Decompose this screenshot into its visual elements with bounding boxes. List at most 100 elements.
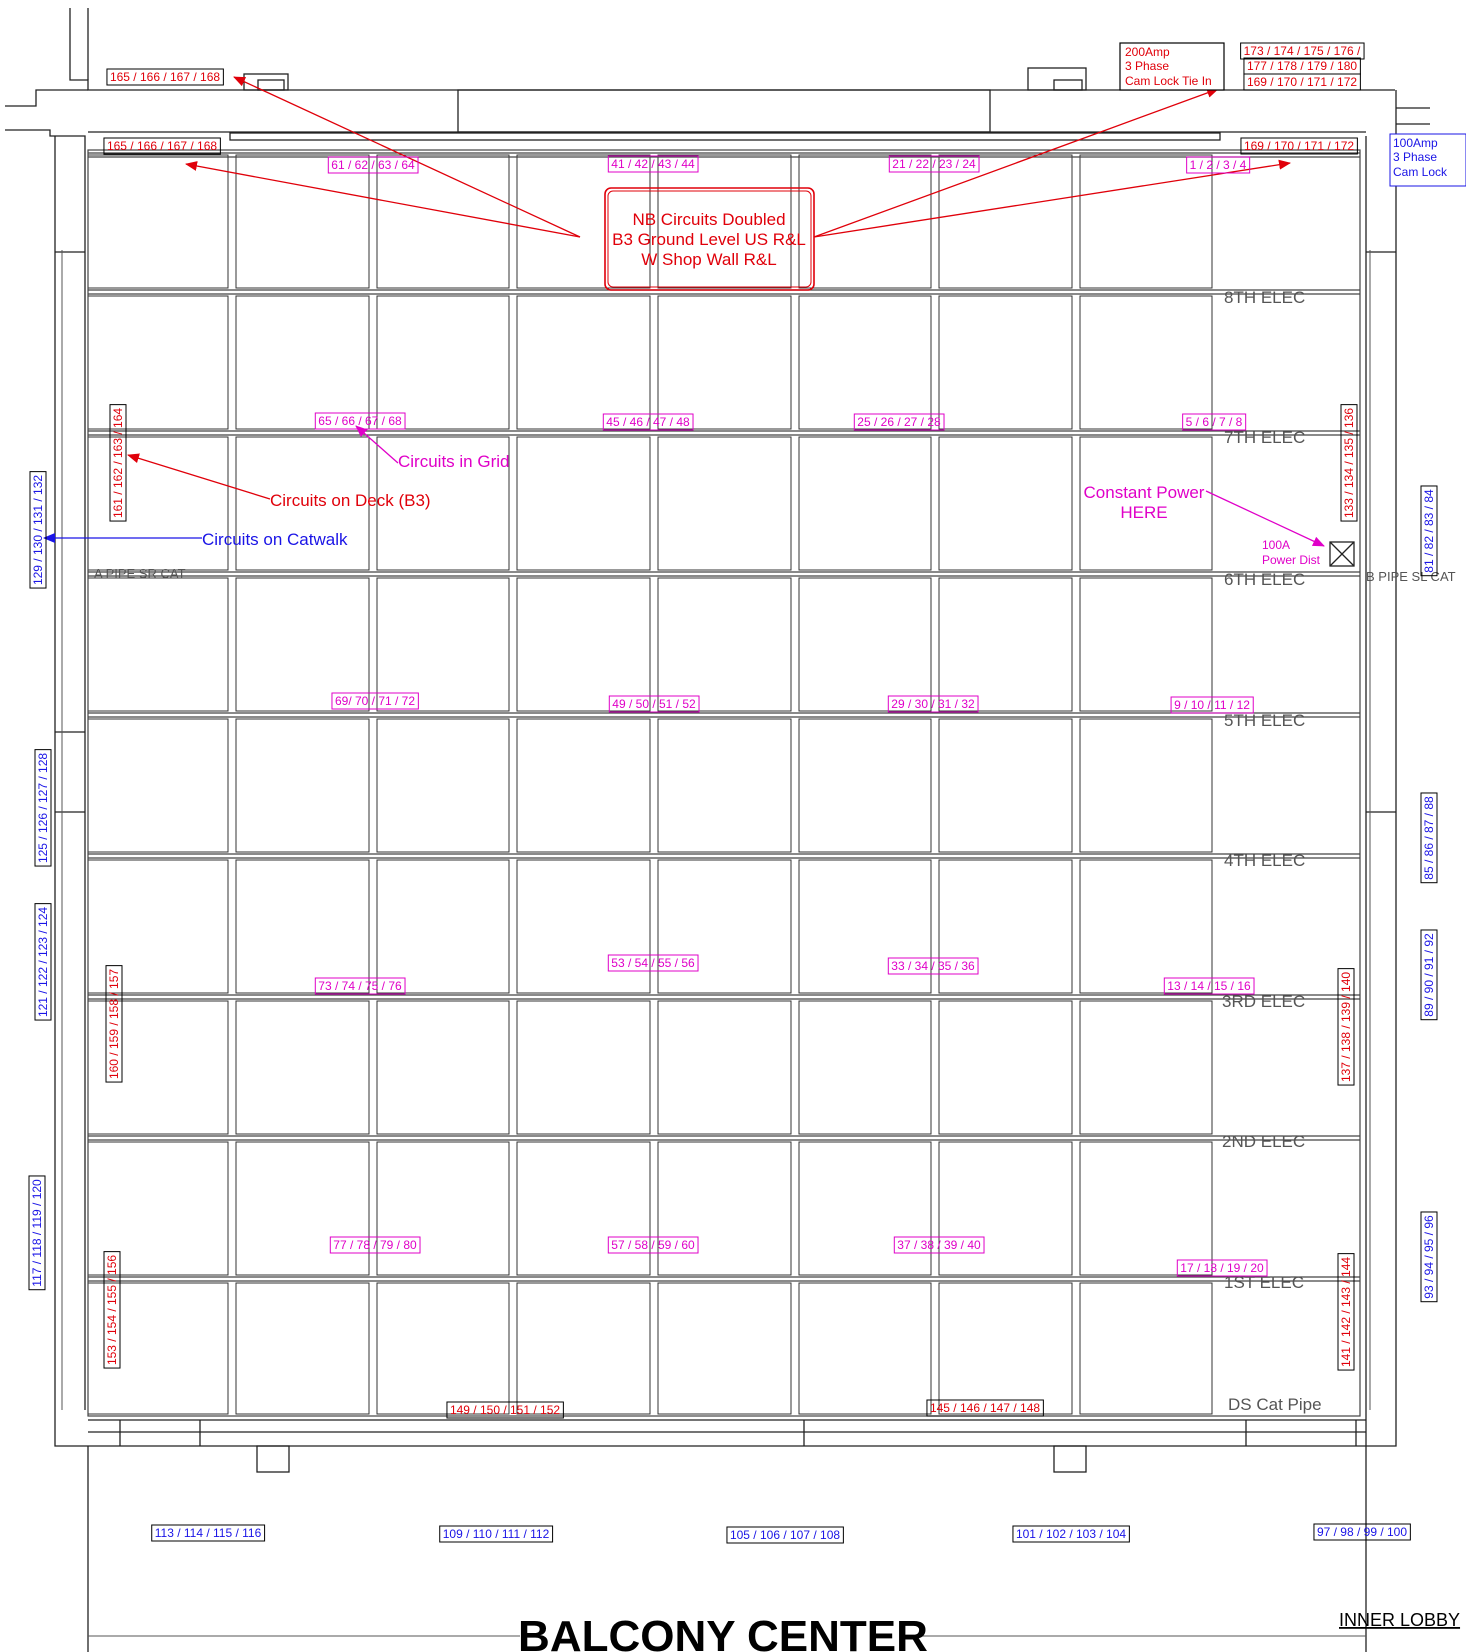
grid-cell bbox=[657, 154, 792, 289]
circuit-label-box bbox=[1420, 929, 1438, 1021]
legend-labels: Circuits in Grid Circuits on Deck (B3) C… bbox=[202, 452, 1321, 567]
grid-cell bbox=[235, 154, 370, 289]
grid-cell bbox=[235, 859, 370, 994]
circuit-label-box bbox=[103, 137, 221, 155]
deck-circuit-153-156: 153 / 154 / 155 / 156 bbox=[105, 1255, 119, 1365]
pipe-labels: 8TH ELEC 7TH ELEC 6TH ELEC 5TH ELEC 4TH … bbox=[94, 288, 1456, 1414]
grid-circuit-69-72: 69/ 70 / 71 / 72 bbox=[335, 694, 415, 708]
circuit-label-box bbox=[151, 1524, 266, 1542]
grid-circuit-17-20: 17 / 18 / 19 / 20 bbox=[1180, 1261, 1264, 1275]
grid-cell bbox=[657, 295, 792, 430]
catwalk-circuit-117-120: 117 / 118 / 119 / 120 bbox=[30, 1179, 44, 1287]
grid-cell bbox=[376, 436, 510, 571]
circuit-label-box bbox=[105, 965, 123, 1083]
grid-cell bbox=[938, 577, 1073, 712]
deck-circuit-145-148: 145 / 146 / 147 / 148 bbox=[930, 1401, 1040, 1415]
circuit-label-box bbox=[1243, 73, 1361, 91]
circuit-label-box bbox=[29, 471, 47, 589]
circuit-label-box bbox=[1163, 977, 1255, 995]
grid-cell bbox=[938, 295, 1073, 430]
circuit-label-box bbox=[1182, 413, 1247, 431]
grid-cell bbox=[1079, 154, 1213, 289]
pipe-label-8th-elec: 8TH ELEC bbox=[1224, 288, 1305, 307]
power-box-200-line-2: 3 Phase bbox=[1125, 59, 1169, 73]
grid-circuit-5-8: 5 / 6 / 7 / 8 bbox=[1186, 415, 1243, 429]
pipe-label-7th-elec: 7TH ELEC bbox=[1224, 428, 1305, 447]
grid-circuit-73-76: 73 / 74 / 75 / 76 bbox=[318, 979, 402, 993]
grid-circuit-29-32: 29 / 30 / 31 / 32 bbox=[891, 697, 975, 711]
grid-frame bbox=[87, 149, 1361, 1417]
grid-circuit-49-52: 49 / 50 / 51 / 52 bbox=[612, 697, 696, 711]
circuit-label-box bbox=[887, 957, 979, 975]
grid-cell bbox=[235, 295, 370, 430]
grid-cell bbox=[1079, 859, 1213, 994]
grid-circuit-77-80: 77 / 78 / 79 / 80 bbox=[333, 1238, 417, 1252]
grid-cell bbox=[1079, 1000, 1213, 1135]
grid-circuit-1-4: 1 / 2 / 3 / 4 bbox=[1190, 158, 1247, 172]
circuit-label-box bbox=[446, 1401, 564, 1419]
grid-cell bbox=[516, 1141, 651, 1276]
power-box-200-line-3: Cam Lock Tie In bbox=[1125, 74, 1212, 88]
catwalk-circuit-93-96: 93 / 94 / 95 / 96 bbox=[1422, 1215, 1436, 1299]
legend-circuits-on-catwalk: Circuits on Catwalk bbox=[202, 530, 348, 549]
grid-cell bbox=[938, 1282, 1073, 1415]
power-dist-box bbox=[1329, 541, 1355, 567]
circuit-label-box bbox=[327, 156, 419, 174]
grid-cell bbox=[1079, 436, 1213, 571]
catwalk-circuit-97-100: 97 / 98 / 99 / 100 bbox=[1317, 1525, 1407, 1539]
deck-circuit-165-168: 165 / 166 / 167 / 168 bbox=[107, 139, 217, 153]
grid-circuit-9-12: 9 / 10 / 11 / 12 bbox=[1174, 698, 1250, 712]
grid-cell bbox=[376, 295, 510, 430]
power-box-100-line-1: 100Amp bbox=[1393, 136, 1438, 150]
grid-cell bbox=[235, 1141, 370, 1276]
circuit-label-box bbox=[607, 1236, 699, 1254]
deck-circuit-149-152: 149 / 150 / 151 / 152 bbox=[450, 1403, 560, 1417]
grid-cell bbox=[516, 718, 651, 853]
grid-cell bbox=[516, 577, 651, 712]
catwalk-circuit-101-104: 101 / 102 / 103 / 104 bbox=[1016, 1527, 1126, 1541]
grid-cell bbox=[1079, 295, 1213, 430]
circuit-label-box bbox=[439, 1525, 554, 1543]
grid-cell bbox=[798, 436, 932, 571]
grid-cell bbox=[798, 295, 932, 430]
power-box-100-line-2: 3 Phase bbox=[1393, 150, 1437, 164]
grid-cell bbox=[376, 718, 510, 853]
power-box-200-line-1: 200Amp bbox=[1125, 45, 1170, 59]
grid-cell bbox=[376, 1141, 510, 1276]
power-dist-label-2: Power Dist bbox=[1262, 553, 1321, 567]
deck-circuit-165-168-top: 165 / 166 / 167 / 168 bbox=[110, 70, 220, 84]
grid-cell bbox=[657, 1141, 792, 1276]
constant-power-label-1: Constant Power bbox=[1084, 483, 1205, 502]
circuit-label-box bbox=[1313, 1523, 1411, 1541]
grid-cell bbox=[657, 577, 792, 712]
grid-cell bbox=[798, 1282, 932, 1415]
note-line-2: B3 Ground Level US R&L bbox=[612, 230, 806, 249]
pipe-label-3rd-elec: 3RD ELEC bbox=[1222, 992, 1305, 1011]
circuit-label-box bbox=[853, 413, 945, 431]
circuit-label-box bbox=[1176, 1259, 1268, 1277]
circuit-label-box bbox=[109, 404, 127, 522]
grid-cell bbox=[87, 295, 229, 430]
legend-circuits-in-grid: Circuits in Grid bbox=[398, 452, 509, 471]
grid-cell bbox=[798, 1000, 932, 1135]
grid-circuit-13-16: 13 / 14 / 15 / 16 bbox=[1167, 979, 1251, 993]
grid-cell bbox=[798, 859, 932, 994]
pipe-label-b-pipe: B PIPE SL CAT bbox=[1366, 569, 1456, 584]
grid-cell bbox=[938, 1141, 1073, 1276]
grid-cell bbox=[657, 1282, 792, 1415]
grid-circuit-25-28: 25 / 26 / 27 / 28 bbox=[857, 415, 941, 429]
circuit-label-box bbox=[608, 695, 700, 713]
grid-cell bbox=[516, 1000, 651, 1135]
deck-circuit-177-180: 177 / 178 / 179 / 180 bbox=[1247, 59, 1357, 73]
grid-cell bbox=[938, 154, 1073, 289]
grid-cell bbox=[516, 436, 651, 571]
circuit-label-box bbox=[106, 68, 224, 86]
grid-circuit-21-24: 21 / 22 / 23 / 24 bbox=[892, 157, 976, 171]
catwalk-circuit-85-88: 85 / 86 / 87 / 88 bbox=[1422, 796, 1436, 880]
circuit-label-box bbox=[893, 1236, 985, 1254]
grid-circuit-65-68: 65 / 66 / 67 / 68 bbox=[318, 414, 402, 428]
grid-cell bbox=[376, 1282, 510, 1415]
circuit-label-box bbox=[1240, 137, 1358, 155]
deck-circuit-169-172-top: 169 / 170 / 171 / 172 bbox=[1247, 75, 1357, 89]
